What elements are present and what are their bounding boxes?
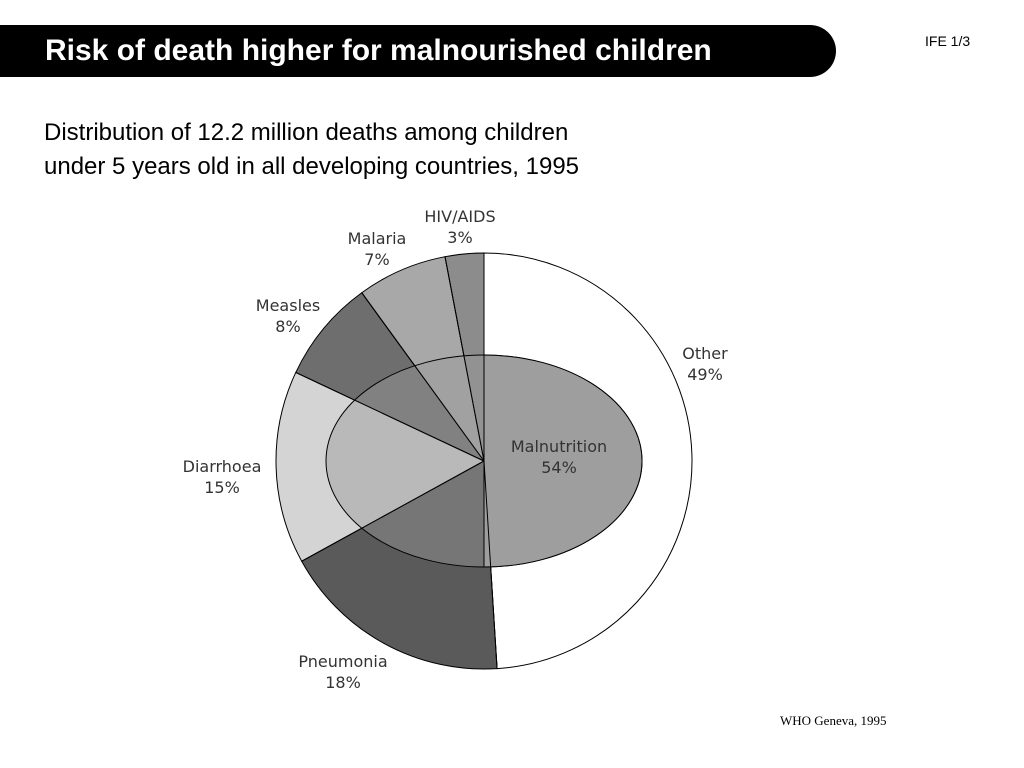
pie-slice-diarrhoea <box>275 371 486 562</box>
slice-label-malaria: Malaria 7% <box>348 229 407 269</box>
slice-label-pneumonia: Pneumonia 18% <box>298 652 387 692</box>
slice-label-measles: Measles 8% <box>256 296 320 336</box>
slice-divider <box>301 460 485 562</box>
malnutrition-overlay-right <box>483 354 643 568</box>
slide-title: Risk of death higher for malnourished ch… <box>45 34 712 67</box>
slice-divider <box>483 460 498 669</box>
subtitle-line-1: Distribution of 12.2 million deaths amon… <box>44 119 569 146</box>
slice-divider <box>444 256 485 462</box>
source-credit: WHO Geneva, 1995 <box>780 713 887 728</box>
slice-label-diarrhoea: Diarrhoea 15% <box>183 457 262 497</box>
title-bar: Risk of death higher for malnourished ch… <box>0 25 836 77</box>
slice-label-other: Other 49% <box>682 344 728 384</box>
chart-subtitle: Distribution of 12.2 million deaths amon… <box>44 116 579 184</box>
slice-divider <box>295 371 485 462</box>
slice-divider <box>361 292 485 462</box>
overlay-label-malnutrition: Malnutrition 54% <box>511 437 607 477</box>
slide-id: IFE 1/3 <box>925 33 971 49</box>
subtitle-line-2: under 5 years old in all developing coun… <box>44 153 580 180</box>
pie-slice-measles <box>295 292 485 462</box>
pie-slice-pneumonia <box>301 460 498 670</box>
slice-label-hiv-aids: HIV/AIDS 3% <box>424 207 495 247</box>
